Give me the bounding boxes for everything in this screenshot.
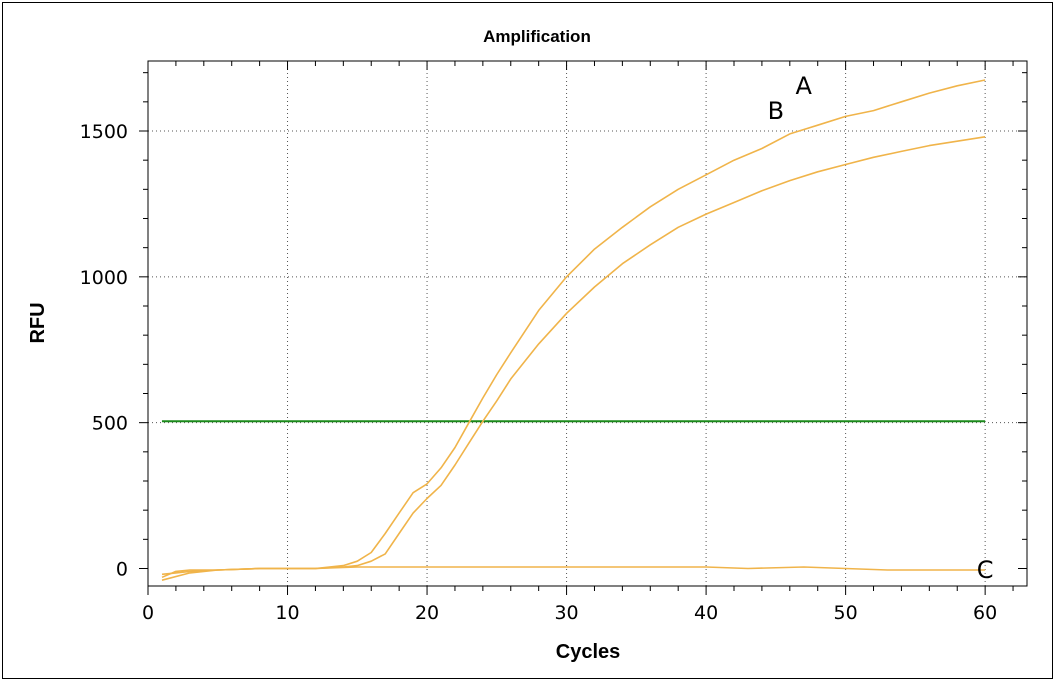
series-line-b <box>161 136 986 576</box>
y-axis-title: RFU <box>27 302 49 343</box>
axis-ticks <box>139 61 1027 595</box>
y-tick-label: 500 <box>92 413 128 435</box>
chart-title: Amplification <box>483 27 591 46</box>
series-line-c <box>161 566 986 581</box>
x-tick-label: 10 <box>275 602 299 624</box>
series-line-a <box>161 79 986 579</box>
curve-label-a: A <box>796 72 813 100</box>
x-axis-title: Cycles <box>556 641 621 663</box>
grid <box>148 61 1027 586</box>
x-tick-label: 20 <box>415 602 439 624</box>
y-tick-label: 0 <box>116 559 128 581</box>
tick-labels: 0 10 20 30 40 50 60 0 500 1000 1500 <box>80 121 998 624</box>
y-tick-label: 1500 <box>80 121 128 143</box>
series-layer <box>161 79 986 581</box>
plot-area-border <box>147 60 1028 587</box>
x-tick-label: 50 <box>834 602 858 624</box>
x-tick-label: 60 <box>973 602 997 624</box>
y-tick-label: 1000 <box>80 267 128 289</box>
curve-labels: AB C <box>768 72 994 584</box>
x-tick-label: 40 <box>694 602 718 624</box>
x-tick-label: 30 <box>554 602 578 624</box>
curve-label-c: C <box>977 556 994 584</box>
curve-label-b: B <box>768 97 784 125</box>
x-tick-label: 0 <box>142 602 154 624</box>
